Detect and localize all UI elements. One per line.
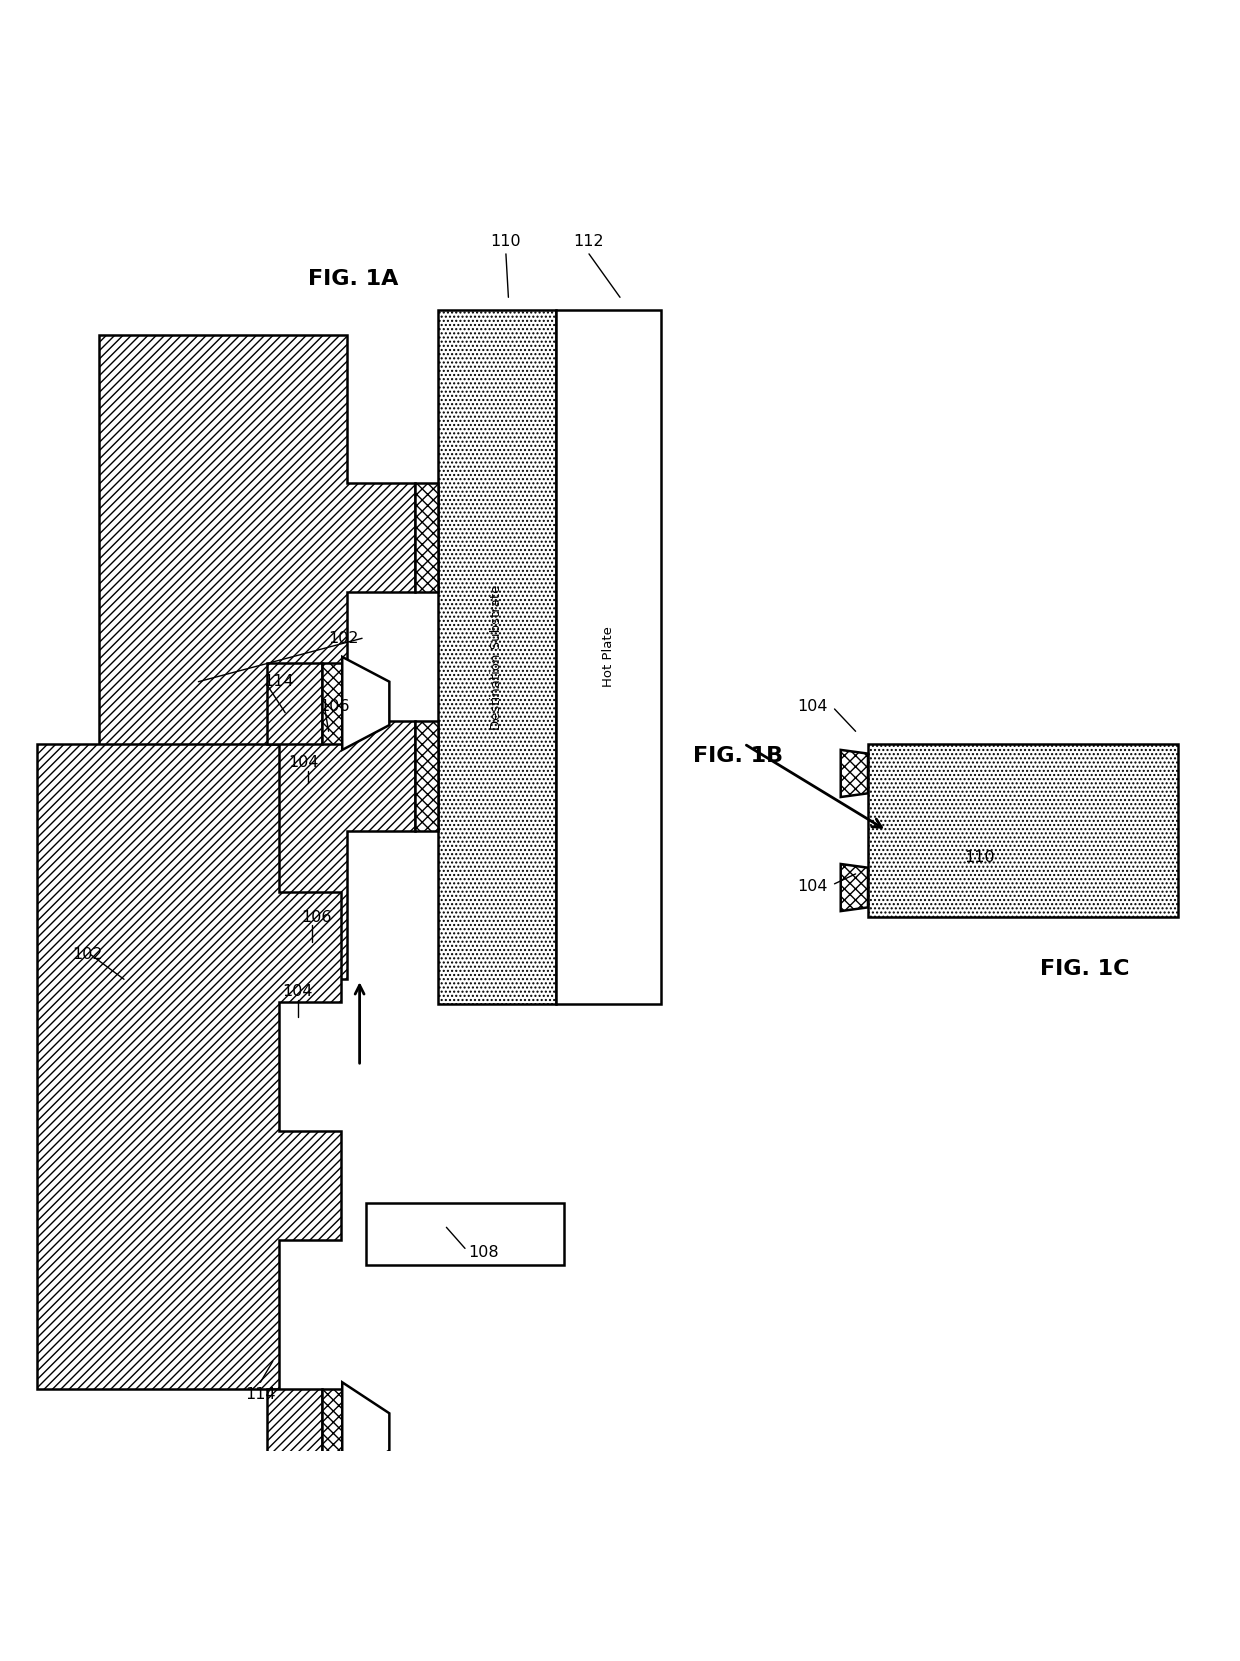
Text: 106: 106	[301, 910, 331, 925]
Text: 110: 110	[965, 850, 994, 865]
Polygon shape	[841, 749, 868, 797]
Polygon shape	[322, 1389, 342, 1475]
Text: 102: 102	[329, 631, 360, 646]
Text: 110: 110	[491, 234, 521, 249]
Polygon shape	[322, 663, 342, 744]
Polygon shape	[37, 744, 341, 1389]
Polygon shape	[267, 663, 322, 744]
Polygon shape	[267, 1389, 322, 1475]
Text: 114: 114	[264, 674, 294, 689]
Polygon shape	[342, 1382, 389, 1482]
Bar	[868, 744, 1178, 917]
Text: 104: 104	[797, 879, 827, 894]
Text: FIG. 1C: FIG. 1C	[1040, 960, 1130, 980]
Text: Hot Plate: Hot Plate	[601, 626, 615, 688]
Polygon shape	[415, 483, 438, 593]
Text: 102: 102	[72, 947, 103, 962]
Text: FIG. 1A: FIG. 1A	[309, 269, 398, 289]
Text: 112: 112	[574, 234, 604, 249]
Text: FIG. 1B: FIG. 1B	[693, 746, 782, 766]
Text: Destination Substrate: Destination Substrate	[490, 585, 503, 729]
Text: 108: 108	[469, 1244, 498, 1259]
Text: 104: 104	[283, 985, 312, 1000]
Text: 104: 104	[289, 754, 319, 769]
Text: 114: 114	[246, 1387, 275, 1402]
Polygon shape	[841, 864, 868, 912]
Text: 104: 104	[797, 699, 827, 714]
Bar	[556, 309, 661, 1005]
Polygon shape	[415, 721, 438, 830]
Bar	[366, 1203, 564, 1264]
Text: 106: 106	[320, 699, 350, 714]
Polygon shape	[99, 334, 415, 980]
Bar	[438, 309, 556, 1005]
Polygon shape	[342, 656, 389, 749]
